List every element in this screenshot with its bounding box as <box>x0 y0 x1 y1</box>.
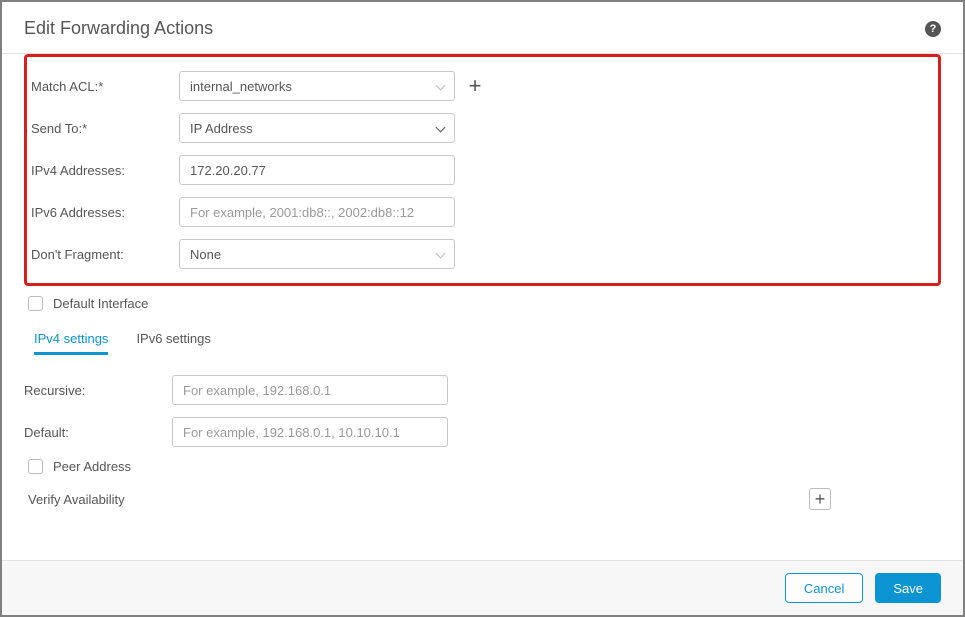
row-default: Default: <box>24 417 941 447</box>
row-send-to: Send To:* IP Address <box>31 113 918 143</box>
select-dont-fragment[interactable]: None <box>179 239 455 269</box>
select-match-acl-value: internal_networks <box>190 79 292 94</box>
modal-title: Edit Forwarding Actions <box>24 18 213 39</box>
add-acl-button[interactable]: + <box>465 76 485 96</box>
modal-edit-forwarding-actions: Edit Forwarding Actions ? Match ACL:* in… <box>2 2 963 615</box>
label-send-to: Send To:* <box>31 121 179 136</box>
row-ipv6-addresses: IPv6 Addresses: <box>31 197 918 227</box>
row-match-acl: Match ACL:* internal_networks + <box>31 71 918 101</box>
select-send-to[interactable]: IP Address <box>179 113 455 143</box>
row-ipv4-addresses: IPv4 Addresses: <box>31 155 918 185</box>
row-default-interface: Default Interface <box>28 296 941 311</box>
label-ipv4-addresses: IPv4 Addresses: <box>31 163 179 178</box>
row-peer-address: Peer Address <box>28 459 941 474</box>
tab-ipv4-settings[interactable]: IPv4 settings <box>34 325 108 355</box>
modal-footer: Cancel Save <box>2 560 963 615</box>
modal-header: Edit Forwarding Actions ? <box>2 2 963 54</box>
label-default-interface: Default Interface <box>53 296 148 311</box>
save-button[interactable]: Save <box>875 573 941 603</box>
label-dont-fragment: Don't Fragment: <box>31 247 179 262</box>
tabs-ip-settings: IPv4 settings IPv6 settings <box>24 325 941 355</box>
input-default[interactable] <box>172 417 448 447</box>
modal-body[interactable]: Match ACL:* internal_networks + Send To:… <box>2 54 963 560</box>
input-ipv4-addresses[interactable] <box>179 155 455 185</box>
add-verify-availability-button[interactable]: + <box>809 488 831 510</box>
label-recursive: Recursive: <box>24 383 172 398</box>
label-default: Default: <box>24 425 172 440</box>
row-recursive: Recursive: <box>24 375 941 405</box>
select-send-to-value: IP Address <box>190 121 253 136</box>
label-verify-availability: Verify Availability <box>28 492 125 507</box>
label-match-acl: Match ACL:* <box>31 79 179 94</box>
label-ipv6-addresses: IPv6 Addresses: <box>31 205 179 220</box>
checkbox-default-interface[interactable] <box>28 296 43 311</box>
select-match-acl[interactable]: internal_networks <box>179 71 455 101</box>
highlighted-group: Match ACL:* internal_networks + Send To:… <box>24 54 941 286</box>
help-icon[interactable]: ? <box>925 21 941 37</box>
chevron-down-icon <box>436 123 446 133</box>
input-recursive[interactable] <box>172 375 448 405</box>
row-verify-availability: Verify Availability + <box>24 488 941 510</box>
label-peer-address: Peer Address <box>53 459 131 474</box>
chevron-down-icon <box>436 81 446 91</box>
cancel-button[interactable]: Cancel <box>785 573 863 603</box>
tab-ipv6-settings[interactable]: IPv6 settings <box>136 325 210 355</box>
checkbox-peer-address[interactable] <box>28 459 43 474</box>
input-ipv6-addresses[interactable] <box>179 197 455 227</box>
form-content: Match ACL:* internal_networks + Send To:… <box>2 54 963 524</box>
chevron-down-icon <box>436 249 446 259</box>
row-dont-fragment: Don't Fragment: None <box>31 239 918 269</box>
select-dont-fragment-value: None <box>190 247 221 262</box>
